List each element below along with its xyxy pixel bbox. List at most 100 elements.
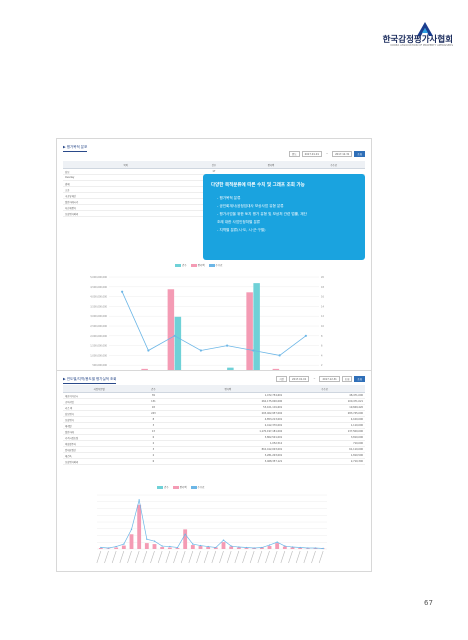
line-point bbox=[169, 545, 171, 548]
y2-tick-label: 14 bbox=[321, 305, 324, 308]
logo-mark-icon bbox=[417, 22, 433, 36]
column-header[interactable]: 수수료 bbox=[302, 161, 365, 169]
column-header[interactable]: 평가액 bbox=[239, 161, 303, 169]
bar bbox=[167, 289, 175, 375]
line-point bbox=[199, 349, 202, 352]
y2-tick-label: 18 bbox=[321, 286, 324, 289]
bar bbox=[267, 546, 272, 549]
line-point bbox=[222, 539, 225, 541]
line-point bbox=[314, 547, 317, 549]
bar bbox=[183, 529, 188, 549]
line-point bbox=[238, 546, 240, 548]
x-tick-mark bbox=[203, 550, 209, 564]
column-header[interactable]: 평가액 bbox=[171, 385, 285, 393]
table-cell: 4,100,000 bbox=[284, 416, 365, 423]
bar bbox=[244, 548, 249, 549]
line-point bbox=[268, 544, 271, 546]
line-point bbox=[307, 547, 309, 549]
table-cell: 137,500,000 bbox=[284, 428, 365, 435]
search-button[interactable]: 조회 bbox=[354, 376, 365, 382]
table-row[interactable]: 비상장주식 2 1,052,512 710,000 bbox=[63, 440, 365, 447]
table-cell: 보상평가 bbox=[63, 416, 136, 423]
line-point bbox=[107, 547, 110, 549]
table-row[interactable]: 보상평가 8 4,853,213,001 4,100,000 bbox=[63, 416, 365, 423]
table-cell: 3 bbox=[135, 446, 172, 453]
table-cell: 18 bbox=[135, 404, 172, 411]
table-row[interactable]: 임대료정산 3 810,412,003,001 61,110,000 bbox=[63, 446, 365, 453]
table-cell: 39 bbox=[135, 392, 172, 399]
bar bbox=[298, 548, 303, 549]
y-tick-label: 1,000,000,000 bbox=[90, 354, 107, 357]
table-cell: 담보평가 bbox=[63, 410, 136, 417]
line-point bbox=[161, 545, 163, 547]
y-tick-label: 3,000,000,000 bbox=[90, 315, 107, 318]
bar bbox=[206, 547, 211, 549]
bar bbox=[290, 547, 295, 549]
column-header[interactable]: 사업부문별 bbox=[63, 385, 136, 393]
line-point bbox=[245, 546, 248, 549]
table-cell: 262,175,000,000 bbox=[171, 398, 285, 405]
start-date-input[interactable]: 2017.01.01 bbox=[301, 151, 322, 157]
table-row[interactable]: 리츠 외 18 53,101,101,601 19,849,420 bbox=[63, 404, 365, 411]
bar bbox=[160, 547, 165, 549]
table-cell: 재개발 bbox=[63, 422, 136, 429]
x-tick-mark bbox=[272, 550, 278, 564]
bar bbox=[213, 547, 218, 549]
table-row[interactable]: 담보평가 243 203,402,957,002 283,745,000 bbox=[63, 410, 365, 417]
table-row[interactable]: 재개발 3 2,412,370,001 1,110,000 bbox=[63, 422, 365, 429]
line-point bbox=[291, 546, 294, 548]
filter-label[interactable]: 연도 bbox=[289, 151, 300, 157]
table-row[interactable]: 재건축 2 3,281,203,001 1,810,500 bbox=[63, 452, 365, 459]
x-tick-mark bbox=[165, 550, 171, 564]
x-tick-mark bbox=[318, 550, 324, 564]
x-tick-mark bbox=[119, 550, 125, 564]
table-cell: 48,471,000 bbox=[284, 392, 365, 399]
column-header[interactable]: 목적 bbox=[63, 161, 189, 169]
table-cell: 1,052,512 bbox=[171, 440, 285, 447]
table-row[interactable]: 공익사업 131 262,175,000,000 100,471,021 bbox=[63, 398, 365, 405]
table-cell: 보상평가의뢰 bbox=[63, 210, 189, 217]
y-tick-label: 3,500,000,000 bbox=[90, 305, 107, 308]
column-header[interactable]: 수수료 bbox=[284, 385, 365, 393]
x-tick-mark bbox=[257, 550, 263, 564]
filter-label[interactable]: 기간 bbox=[276, 376, 288, 382]
table-cell: 53,101,101,601 bbox=[171, 404, 285, 411]
line-point bbox=[176, 546, 179, 549]
chart-legend: 건수 평가액 수수료 bbox=[175, 263, 222, 267]
page-number: 67 bbox=[424, 599, 433, 607]
table-cell: 2,412,370,001 bbox=[171, 422, 285, 429]
line-point bbox=[100, 546, 102, 549]
y-tick-label: 5,000,000,000 bbox=[90, 276, 107, 279]
column-header[interactable]: 건수 bbox=[188, 161, 240, 169]
table-cell: 임대료정산 bbox=[63, 446, 136, 453]
table-cell: 비상장주식 bbox=[63, 440, 136, 447]
business-chart bbox=[96, 494, 327, 564]
line-point bbox=[278, 354, 281, 357]
callout-title: 다양한 목적분류에 따른 수치 및 그래프 조회 가능 bbox=[211, 183, 305, 188]
end-date-input[interactable]: 2017.12.31 bbox=[319, 376, 340, 382]
table-cell: 3,802,501,001 bbox=[171, 434, 285, 441]
end-date-input[interactable]: 2017.12.31 bbox=[332, 151, 353, 157]
table-row[interactable]: 보상평가의뢰 6 3,468,357,121 2,710,300 bbox=[63, 458, 365, 465]
line-point bbox=[130, 528, 133, 531]
table-cell: 6 bbox=[135, 434, 172, 441]
x-tick-mark bbox=[211, 550, 217, 564]
table-row[interactable]: 일반거래 13 1,170,197,181,002 137,500,000 bbox=[63, 428, 365, 435]
line-point bbox=[146, 538, 148, 540]
y2-tick-label: 10 bbox=[321, 325, 324, 328]
table-row[interactable]: 가격시점조정 6 3,802,501,001 3,810,000 bbox=[63, 434, 365, 441]
x-tick-mark bbox=[311, 550, 316, 564]
table-row[interactable]: 대한지가공시 39 1,472,754,601 48,471,000 bbox=[63, 392, 365, 399]
bar bbox=[121, 545, 126, 549]
x-tick-mark bbox=[226, 550, 232, 564]
search-button[interactable]: 조회 bbox=[354, 151, 365, 157]
y-tick-label: 4,500,000,000 bbox=[90, 286, 107, 289]
callout-item: - 지역별 분류(시·도, 시·군·구별) bbox=[217, 228, 266, 232]
bar bbox=[282, 546, 287, 549]
start-date-input[interactable]: 2017.01.01 bbox=[289, 376, 310, 382]
logo-name: 한국감정평가사협회 bbox=[382, 35, 453, 45]
column-header[interactable]: 건수 bbox=[135, 385, 172, 393]
view-button[interactable]: 조회 bbox=[341, 376, 353, 382]
x-tick-mark bbox=[173, 550, 178, 564]
table-cell: 담보 bbox=[63, 168, 189, 175]
